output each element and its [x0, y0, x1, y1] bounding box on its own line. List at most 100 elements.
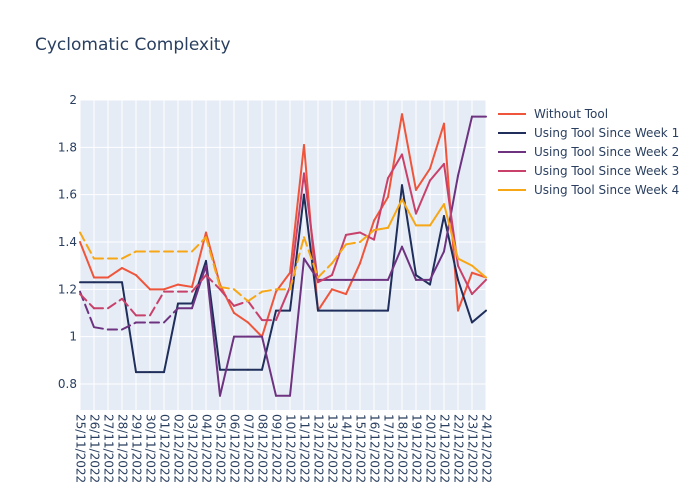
- series-segment: [429, 122, 445, 170]
- series-segment: [121, 267, 137, 277]
- series-segment: [289, 236, 305, 291]
- series-segment: [443, 203, 459, 260]
- x-tick-label: 19/12/2022: [410, 414, 424, 483]
- series-segment: [219, 288, 235, 307]
- x-tick-label: 12/12/2022: [312, 414, 326, 483]
- legend-label: Using Tool Since Week 2: [534, 145, 679, 159]
- x-tick-label: 17/12/2022: [382, 414, 396, 483]
- grid-lines: [79, 99, 487, 410]
- series-segment: [177, 283, 193, 288]
- series-segment: [219, 283, 235, 314]
- series-segment: [205, 274, 221, 291]
- series-segment: [191, 264, 207, 310]
- series-segment: [233, 300, 249, 307]
- series-segment: [121, 250, 137, 260]
- series-3: [79, 115, 487, 397]
- x-tick-label: 11/12/2022: [298, 414, 312, 483]
- series-segment: [163, 307, 179, 324]
- series-segment: [303, 236, 319, 279]
- series-segment: [191, 236, 207, 253]
- legend-item[interactable]: Without Tool: [498, 107, 608, 121]
- series-segment: [401, 113, 417, 191]
- series-segment: [163, 283, 179, 291]
- series-segment: [387, 245, 403, 281]
- series-segment: [289, 172, 305, 288]
- series-segment: [233, 288, 249, 303]
- series-segment: [387, 198, 403, 229]
- series-segment: [233, 311, 249, 324]
- x-tick-label: 26/11/2022: [88, 414, 102, 483]
- y-tick-label: 0.8: [58, 377, 77, 391]
- series-segment: [457, 278, 473, 324]
- series-segment: [289, 257, 305, 397]
- series-segment: [121, 321, 137, 331]
- series-segment: [471, 278, 487, 296]
- series-segment: [191, 274, 207, 293]
- y-tick-label: 1.6: [58, 188, 77, 202]
- legend-item[interactable]: Using Tool Since Week 3: [498, 164, 679, 178]
- series-segment: [289, 193, 305, 312]
- series-segment: [401, 153, 417, 215]
- series-segment: [219, 285, 235, 291]
- series-segment: [149, 290, 165, 317]
- series-segment: [331, 243, 347, 265]
- legend-item[interactable]: Using Tool Since Week 1: [498, 126, 679, 140]
- series-segment: [79, 231, 95, 260]
- series-segment: [471, 309, 487, 324]
- x-tick-label: 29/11/2022: [130, 414, 144, 483]
- series-segment: [457, 115, 473, 177]
- series-segment: [317, 274, 333, 284]
- y-tick-label: 1: [69, 330, 77, 344]
- legend-item[interactable]: Using Tool Since Week 4: [498, 183, 679, 197]
- x-tick-label: 02/12/2022: [172, 414, 186, 483]
- series-segment: [457, 271, 473, 312]
- x-tick-label: 06/12/2022: [228, 414, 242, 483]
- x-tick-label: 15/12/2022: [354, 414, 368, 483]
- legend[interactable]: Without Tool Using Tool Since Week 1 Using…: [498, 107, 679, 197]
- series-segment: [191, 259, 207, 305]
- x-tick-label: 27/11/2022: [102, 414, 116, 483]
- legend-label: Using Tool Since Week 1: [534, 126, 679, 140]
- series-segment: [79, 293, 95, 310]
- x-tick-label: 10/12/2022: [284, 414, 298, 483]
- series-segment: [345, 240, 361, 246]
- y-tick-label: 1.8: [58, 140, 77, 154]
- series-segment: [247, 300, 263, 322]
- series-segment: [457, 264, 473, 296]
- series-segment: [443, 214, 459, 281]
- series-segment: [457, 257, 473, 267]
- x-tick-label: 13/12/2022: [326, 414, 340, 483]
- series-segment: [331, 288, 347, 296]
- x-tick-label: 28/11/2022: [116, 414, 130, 483]
- y-tick-label: 2: [69, 93, 77, 107]
- series-segment: [303, 257, 319, 281]
- legend-item[interactable]: Using Tool Since Week 2: [498, 145, 679, 159]
- x-tick-label: 30/11/2022: [144, 414, 158, 483]
- series-segment: [345, 231, 361, 236]
- x-tick-label: 08/12/2022: [256, 414, 270, 483]
- series-segment: [191, 231, 207, 288]
- x-tick-label: 03/12/2022: [186, 414, 200, 483]
- series-segment: [401, 184, 417, 277]
- series-segment: [415, 167, 431, 191]
- series-4: [79, 153, 487, 322]
- series-segment: [303, 193, 319, 312]
- x-tick-label: 16/12/2022: [368, 414, 382, 483]
- series-segment: [247, 321, 263, 338]
- x-tick-label: 01/12/2022: [158, 414, 172, 483]
- series-segment: [247, 290, 263, 303]
- series-segment: [205, 264, 221, 397]
- series-segment: [359, 219, 375, 265]
- x-tick-label: 24/12/2022: [480, 414, 494, 483]
- series-segment: [401, 198, 417, 227]
- x-tick-label: 21/12/2022: [438, 414, 452, 483]
- series-segment: [401, 245, 417, 281]
- series-segment: [471, 264, 487, 279]
- x-tick-label: 25/11/2022: [74, 414, 88, 483]
- x-tick-label: 20/12/2022: [424, 414, 438, 483]
- y-axis: 0.8 1 1.2 1.4 1.6 1.8 2: [58, 93, 77, 391]
- series-segment: [317, 262, 333, 279]
- x-tick-label: 18/12/2022: [396, 414, 410, 483]
- series-segment: [387, 153, 403, 180]
